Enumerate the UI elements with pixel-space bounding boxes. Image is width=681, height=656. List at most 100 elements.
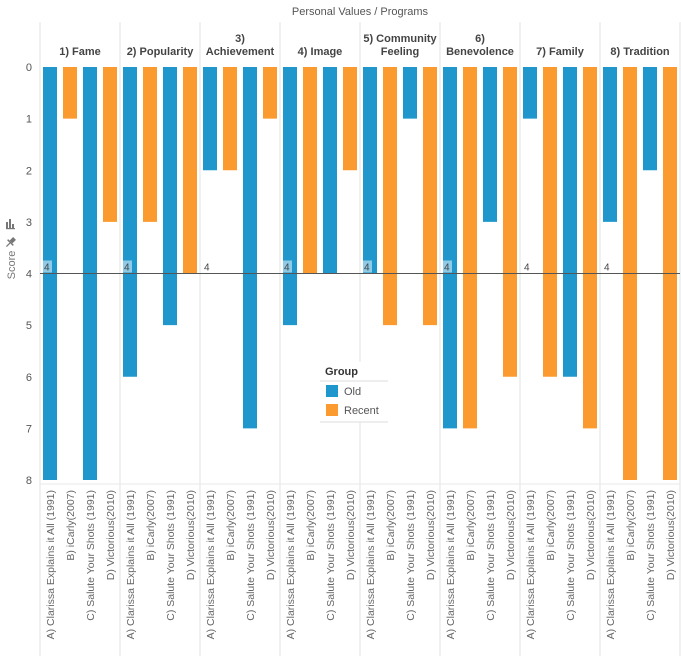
x-tick-label: B) iCarly(2007) [465, 490, 477, 561]
reference-line-label: 4 [44, 263, 50, 274]
bar[interactable] [463, 67, 477, 429]
legend-item-label[interactable]: Old [344, 386, 361, 398]
bar[interactable] [383, 67, 397, 326]
y-tick-label: 3 [26, 217, 32, 229]
x-tick-label: B) iCarly(2007) [65, 490, 77, 561]
bar[interactable] [363, 67, 377, 274]
reference-label-bg [442, 260, 452, 273]
panel-title: 5) Community [363, 33, 437, 45]
bar[interactable] [443, 67, 457, 429]
bar[interactable] [323, 67, 337, 274]
x-tick-label: A) Clarissa Explains it All (1991) [205, 490, 217, 639]
bar[interactable] [563, 67, 577, 377]
panel: 2) Popularity A) Clarissa Explains it All… [123, 46, 197, 639]
x-tick-label: A) Clarissa Explains it All (1991) [45, 490, 57, 639]
x-tick-label: C) Salute Your Shots (1991) [485, 490, 497, 621]
bar[interactable] [63, 67, 77, 119]
bar[interactable] [303, 67, 317, 274]
bar[interactable] [343, 67, 357, 171]
reference-label-bg [282, 260, 292, 273]
x-tick-label: A) Clarissa Explains it All (1991) [525, 490, 537, 639]
reference-line-label: 4 [124, 263, 130, 274]
y-tick-label: 1 [26, 114, 32, 126]
x-tick-label: D) Victorious(2010) [105, 490, 117, 580]
y-axis: 0 1 2 3 4 5 6 7 8 [26, 62, 32, 487]
bar[interactable] [243, 67, 257, 429]
bar-chart-icon[interactable] [6, 219, 15, 230]
reference-label-bg [522, 260, 532, 273]
bar[interactable] [143, 67, 157, 222]
x-tick-label: C) Salute Your Shots (1991) [565, 490, 577, 621]
x-tick-label: D) Victorious(2010) [665, 490, 677, 580]
reference-line-label: 4 [444, 263, 450, 274]
bar[interactable] [163, 67, 177, 326]
chart-title: Personal Values / Programs [292, 6, 429, 18]
legend-swatch[interactable] [326, 385, 338, 397]
y-tick-label: 4 [26, 269, 32, 281]
panel: 4) Image A) Clarissa Explains it All (199… [283, 46, 357, 639]
reference-label-bg [362, 260, 372, 273]
x-tick-label: B) iCarly(2007) [625, 490, 637, 561]
panel: 3)Achievement A) Clarissa Explains it All… [203, 33, 277, 639]
x-tick-label: A) Clarissa Explains it All (1991) [605, 490, 617, 639]
x-tick-label: C) Salute Your Shots (1991) [165, 490, 177, 621]
legend-item-label[interactable]: Recent [344, 405, 379, 417]
x-tick-label: B) iCarly(2007) [385, 490, 397, 561]
bar[interactable] [603, 67, 617, 222]
panel-title: 6) [475, 33, 485, 45]
panel-title: Achievement [206, 46, 275, 58]
bar[interactable] [203, 67, 217, 171]
x-tick-label: D) Victorious(2010) [185, 490, 197, 580]
bar[interactable] [423, 67, 437, 326]
legend[interactable]: Group Old Recent [320, 362, 388, 423]
x-tick-label: B) iCarly(2007) [225, 490, 237, 561]
bar[interactable] [283, 67, 297, 326]
x-tick-label: D) Victorious(2010) [265, 490, 277, 580]
reference-label-bg [602, 260, 612, 273]
legend-swatch[interactable] [326, 404, 338, 416]
panel-title: 4) Image [298, 46, 343, 58]
bar[interactable] [183, 67, 197, 274]
bar[interactable] [643, 67, 657, 171]
reference-label-bg [202, 260, 212, 273]
panel: 1) Fame A) Clarissa Explains it All (1991… [43, 46, 117, 639]
bar[interactable] [543, 67, 557, 377]
panel: 6)Benevolence A) Clarissa Explains it All… [443, 33, 517, 639]
reference-label-bg [122, 260, 132, 273]
x-tick-label: B) iCarly(2007) [145, 490, 157, 561]
reference-line-group: 4 4 4 4 4 4 4 4 [40, 260, 680, 274]
panel-title: 8) Tradition [610, 46, 670, 58]
bar[interactable] [263, 67, 277, 119]
x-tick-label: A) Clarissa Explains it All (1991) [365, 490, 377, 639]
bar[interactable] [123, 67, 137, 377]
y-tick-label: 6 [26, 372, 32, 384]
y-tick-label: 0 [26, 62, 32, 74]
x-tick-label: D) Victorious(2010) [585, 490, 597, 580]
panel-title: 1) Fame [59, 46, 101, 58]
bar[interactable] [223, 67, 237, 171]
panels: 1) Fame A) Clarissa Explains it All (1991… [39, 22, 681, 656]
x-tick-label: D) Victorious(2010) [345, 490, 357, 580]
x-tick-label: C) Salute Your Shots (1991) [85, 490, 97, 621]
panel: 7) Family A) Clarissa Explains it All (19… [523, 46, 597, 639]
x-tick-label: C) Salute Your Shots (1991) [405, 490, 417, 621]
x-tick-label: A) Clarissa Explains it All (1991) [445, 490, 457, 639]
reference-line-label: 4 [604, 263, 610, 274]
bar[interactable] [503, 67, 517, 377]
bar[interactable] [583, 67, 597, 429]
x-tick-label: A) Clarissa Explains it All (1991) [125, 490, 137, 639]
x-tick-label: C) Salute Your Shots (1991) [645, 490, 657, 621]
bar[interactable] [403, 67, 417, 119]
panel-title: 2) Popularity [127, 46, 195, 58]
pin-icon[interactable] [4, 236, 18, 250]
bar[interactable] [103, 67, 117, 222]
x-tick-label: B) iCarly(2007) [545, 490, 557, 561]
bar[interactable] [483, 67, 497, 222]
panel-title: 7) Family [536, 46, 585, 58]
reference-label-bg [42, 260, 52, 273]
x-tick-label: D) Victorious(2010) [505, 490, 517, 580]
panel-title: 3) [235, 33, 245, 45]
y-tick-label: 8 [26, 475, 32, 487]
bar[interactable] [523, 67, 537, 119]
